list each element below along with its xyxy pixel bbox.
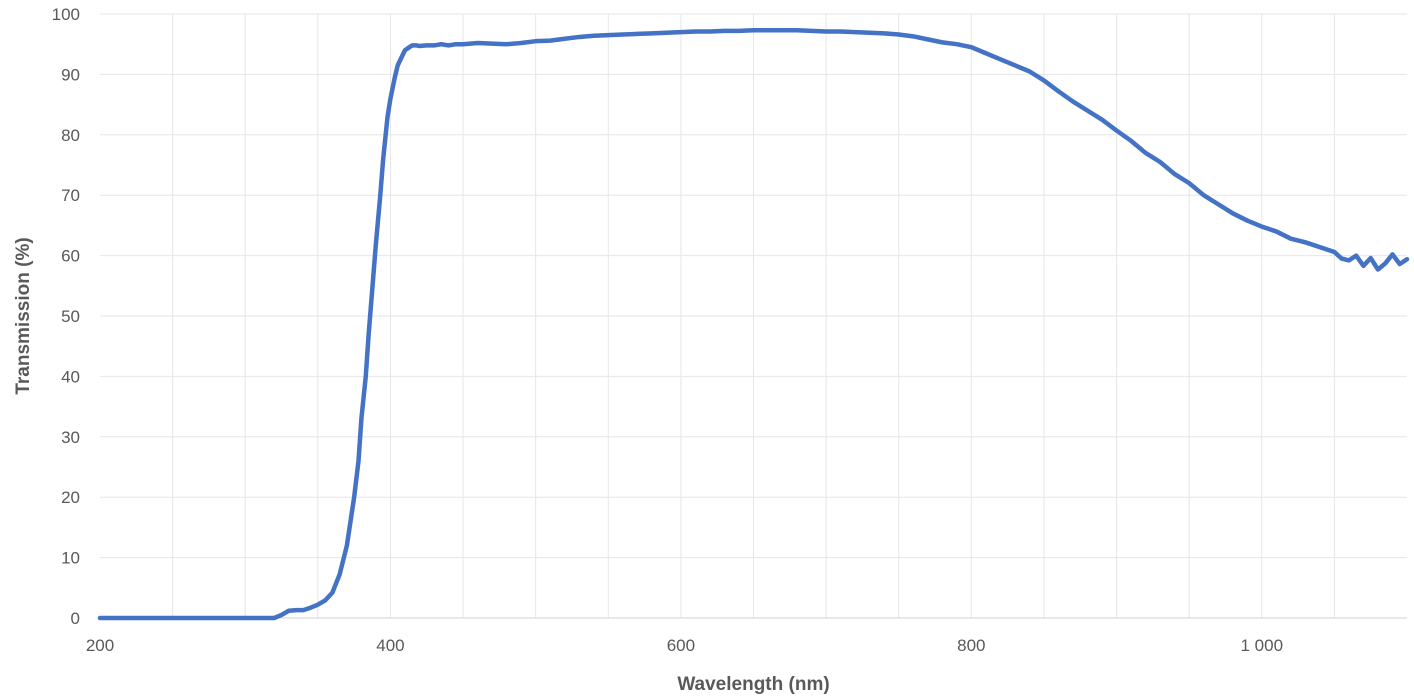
grid-layer	[100, 13, 1407, 618]
x-tick-label: 800	[957, 636, 985, 655]
series-layer	[97, 28, 1410, 621]
y-tick-label: 40	[61, 367, 80, 386]
x-tick-label: 400	[376, 636, 404, 655]
y-tick-label: 50	[61, 307, 80, 326]
transmission-series-line	[97, 28, 1410, 621]
y-axis-title: Transmission (%)	[13, 237, 34, 394]
y-tick-label: 20	[61, 488, 80, 507]
y-tick-label: 90	[61, 65, 80, 84]
y-tick-label: 30	[61, 428, 80, 447]
tick-label-layer: 0 10 20 30 40 50 60 70 80 90 100 200 400 600 800 1 000	[52, 5, 1283, 655]
y-tick-label: 60	[61, 247, 80, 266]
x-axis-title: Wavelength (nm)	[677, 674, 829, 695]
x-tick-label: 600	[667, 636, 695, 655]
y-tick-label: 80	[61, 126, 80, 145]
y-tick-label: 10	[61, 549, 80, 568]
y-tick-label: 0	[71, 609, 80, 628]
y-tick-label: 100	[52, 5, 80, 24]
x-tick-label: 200	[86, 636, 114, 655]
y-tick-label: 70	[61, 186, 80, 205]
x-tick-label: 1 000	[1241, 636, 1284, 655]
